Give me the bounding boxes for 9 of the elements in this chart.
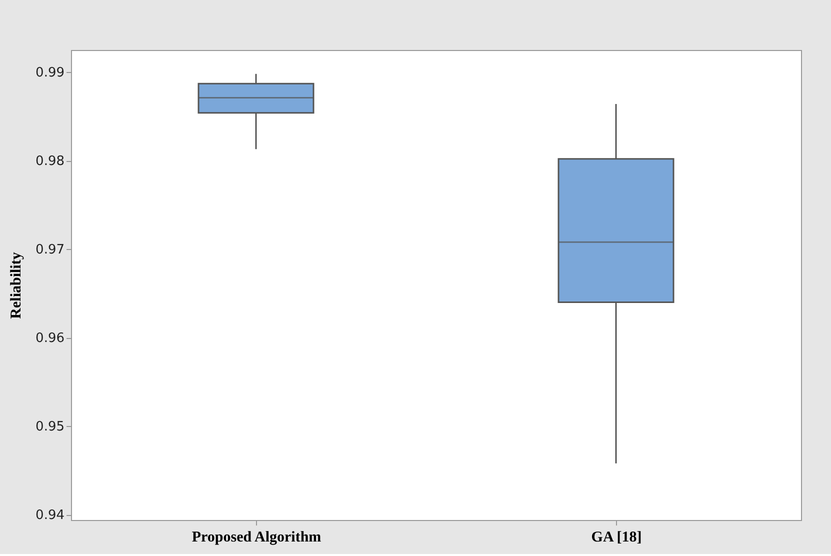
x-tick-label: Proposed Algorithm [192,530,322,546]
y-tick-label: 0.96 [36,331,64,346]
y-tick-label: 0.95 [36,420,64,435]
y-tick-label: 0.94 [36,508,64,524]
x-tick-label: GA [18] [591,530,642,546]
y-tick-label: 0.98 [36,154,64,170]
y-tick-label: 0.99 [36,66,64,81]
y-tick-label: 0.97 [36,242,64,258]
y-axis-title: Reliability [8,252,25,319]
